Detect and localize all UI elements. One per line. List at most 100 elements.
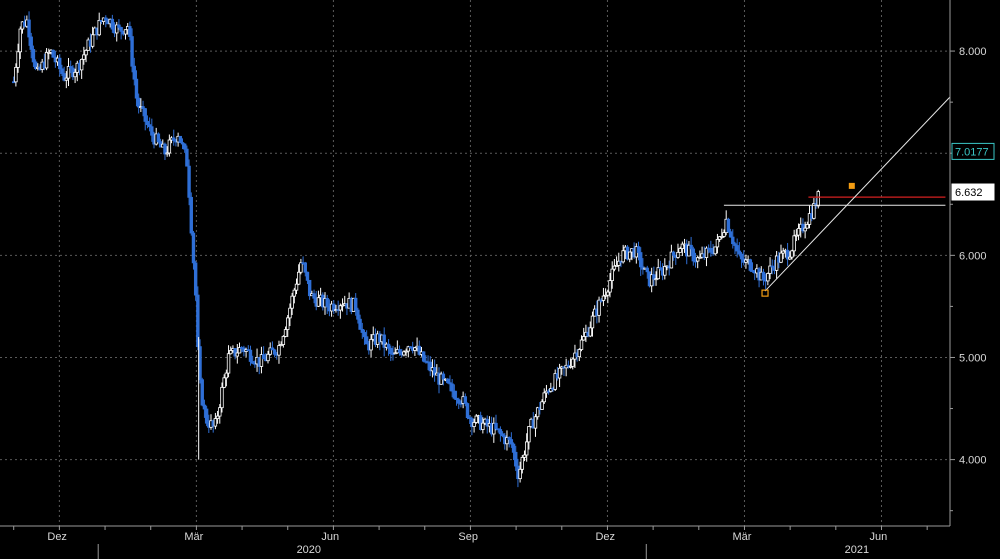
candle-body <box>807 213 812 225</box>
candle-body <box>731 236 735 245</box>
candle-body <box>272 349 277 355</box>
candle-body <box>781 250 785 254</box>
candle-body <box>288 307 292 319</box>
candle-body <box>187 165 191 198</box>
candle-body <box>478 415 483 430</box>
price-badge-label: 7.0177 <box>955 146 989 158</box>
candle-body <box>522 454 527 458</box>
candle-body <box>553 373 557 390</box>
candle-body <box>33 61 38 69</box>
candle-body <box>294 283 299 291</box>
candle-body <box>358 318 362 330</box>
candle-body <box>737 250 742 255</box>
candle-body <box>590 315 595 329</box>
candle-body <box>123 29 128 35</box>
candle-body <box>652 274 656 280</box>
candle-body <box>141 106 145 110</box>
candle-body <box>290 295 294 309</box>
candle-body <box>356 309 360 320</box>
candle-body <box>145 120 150 126</box>
candle-body <box>676 251 680 258</box>
candle-body <box>18 28 22 53</box>
candle-body <box>696 257 700 262</box>
candle-body <box>233 348 237 357</box>
candle-body <box>663 265 667 276</box>
candle-body <box>167 139 172 154</box>
candle-body <box>540 401 544 410</box>
candle-body <box>82 54 86 60</box>
candle-body <box>645 267 649 273</box>
candle-body <box>307 279 312 297</box>
candle-body <box>340 304 345 307</box>
candle-body <box>413 347 417 351</box>
x-tick-label: Jun <box>321 531 339 543</box>
candle-body <box>248 349 253 362</box>
candle-body <box>514 451 518 467</box>
candle-body <box>577 349 582 358</box>
candle-body <box>389 347 393 355</box>
chart-annotations <box>723 96 951 297</box>
candle-body <box>117 24 121 28</box>
candle-body <box>750 269 755 272</box>
candle-body <box>66 66 71 79</box>
candle-body <box>172 137 176 141</box>
candle-body <box>360 328 364 333</box>
candle-body <box>261 354 266 360</box>
candle-body <box>104 17 108 21</box>
candle-body <box>204 408 209 424</box>
y-tick-label: 8.000 <box>959 46 987 58</box>
candle-body <box>250 361 255 364</box>
candle-body <box>790 250 794 258</box>
candle-body <box>297 271 301 285</box>
candle-body <box>535 407 540 418</box>
candle-body <box>557 367 562 379</box>
candle-body <box>51 49 55 58</box>
candle-body <box>268 347 272 355</box>
candle-body <box>669 251 674 269</box>
candle-body <box>147 124 152 128</box>
x-tick-label: Jun <box>869 531 887 543</box>
candle-body <box>441 373 446 380</box>
candle-body <box>189 196 193 234</box>
candle-body <box>369 338 373 351</box>
candle-body <box>364 336 369 345</box>
candle-body <box>136 97 141 108</box>
candle-body <box>566 364 571 367</box>
trend-line <box>764 96 951 292</box>
candle-body <box>511 443 516 453</box>
candle-body <box>465 403 470 419</box>
candle-body <box>788 256 792 260</box>
candle-body <box>689 244 693 250</box>
candle-body <box>768 265 772 274</box>
candle-body <box>774 255 779 271</box>
candle-body <box>279 344 283 346</box>
y-tick-label: 6.000 <box>959 250 987 262</box>
candle-body <box>191 232 196 264</box>
candle-body <box>457 399 461 404</box>
x-tick-label: Mär <box>732 531 751 543</box>
candle-body <box>507 437 511 440</box>
candle-body <box>485 418 489 427</box>
candle-body <box>165 152 169 155</box>
candle-body <box>266 353 270 362</box>
candle-body <box>472 422 476 427</box>
candle-body <box>73 71 77 78</box>
candle-body <box>452 390 457 399</box>
candle-body <box>47 51 51 54</box>
candle-body <box>283 329 288 337</box>
candle-body <box>463 396 468 404</box>
candle-body <box>636 246 641 253</box>
candle-body <box>770 265 774 268</box>
candle-body <box>474 415 478 423</box>
candle-body <box>608 280 612 293</box>
candle-body <box>722 232 726 237</box>
candle-body <box>748 259 753 271</box>
candle-body <box>687 244 691 257</box>
candle-body <box>27 19 31 38</box>
candle-body <box>281 336 286 345</box>
candle-body <box>628 251 632 260</box>
candle-body <box>518 468 522 480</box>
candle-body <box>332 303 336 311</box>
candle-body <box>134 78 139 99</box>
